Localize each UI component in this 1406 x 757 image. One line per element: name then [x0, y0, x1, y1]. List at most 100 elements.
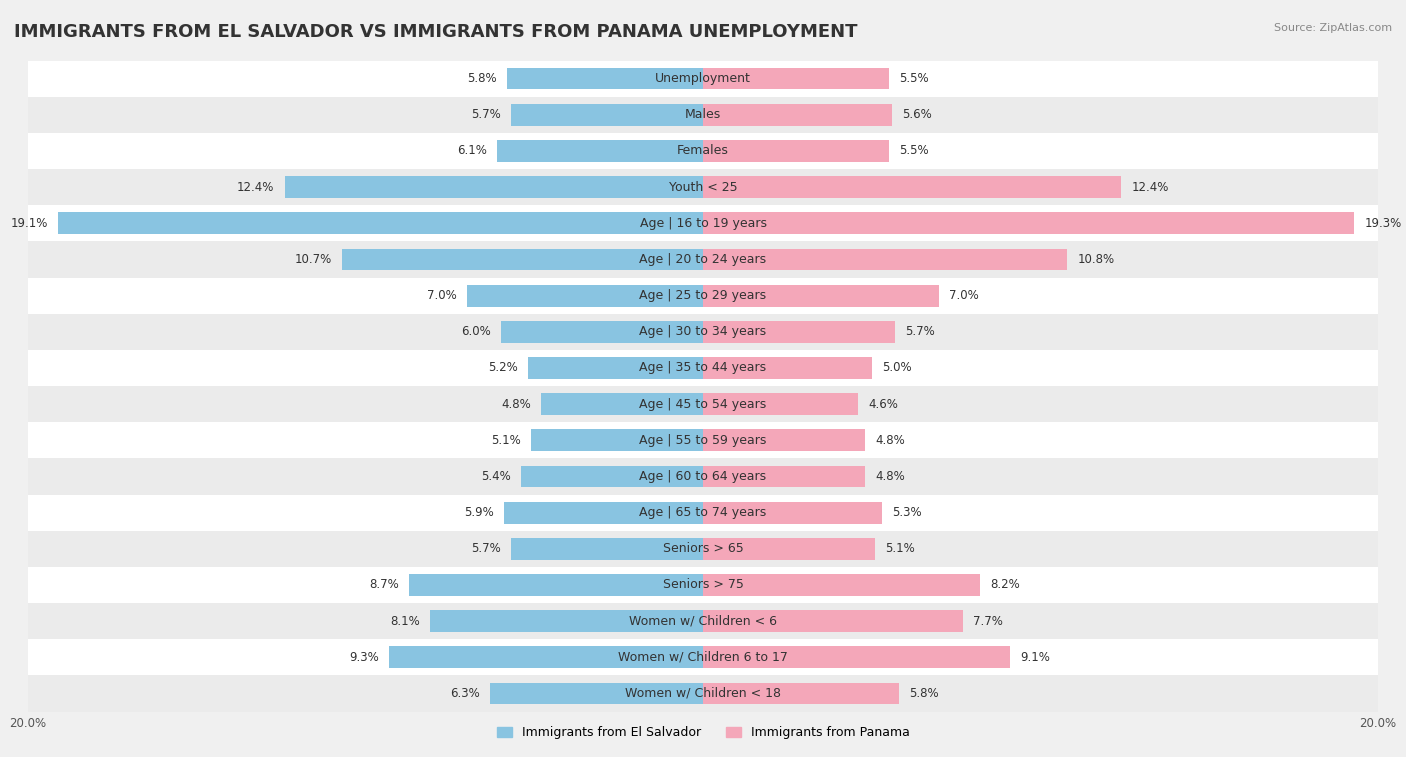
Text: 4.8%: 4.8% [501, 397, 531, 410]
Text: 5.1%: 5.1% [886, 542, 915, 556]
Text: 5.7%: 5.7% [471, 108, 501, 121]
Text: Age | 55 to 59 years: Age | 55 to 59 years [640, 434, 766, 447]
Text: 20.0%: 20.0% [1360, 717, 1396, 730]
Text: 5.8%: 5.8% [908, 687, 938, 700]
Bar [703, 176, 1122, 198]
Text: Seniors > 65: Seniors > 65 [662, 542, 744, 556]
FancyBboxPatch shape [28, 241, 1378, 278]
Bar [703, 502, 882, 524]
FancyBboxPatch shape [28, 205, 1378, 241]
Text: Women w/ Children 6 to 17: Women w/ Children 6 to 17 [619, 651, 787, 664]
Text: Unemployment: Unemployment [655, 72, 751, 85]
Text: 7.7%: 7.7% [973, 615, 1002, 628]
Text: 19.1%: 19.1% [11, 217, 48, 230]
Text: 5.4%: 5.4% [481, 470, 510, 483]
Bar [409, 574, 703, 596]
FancyBboxPatch shape [28, 97, 1378, 133]
Text: IMMIGRANTS FROM EL SALVADOR VS IMMIGRANTS FROM PANAMA UNEMPLOYMENT: IMMIGRANTS FROM EL SALVADOR VS IMMIGRANT… [14, 23, 858, 41]
FancyBboxPatch shape [28, 531, 1378, 567]
Text: Age | 16 to 19 years: Age | 16 to 19 years [640, 217, 766, 230]
Bar [389, 646, 703, 668]
FancyBboxPatch shape [28, 278, 1378, 313]
Text: 10.7%: 10.7% [295, 253, 332, 266]
FancyBboxPatch shape [28, 639, 1378, 675]
Text: 5.7%: 5.7% [905, 326, 935, 338]
Text: 7.0%: 7.0% [427, 289, 457, 302]
Text: 5.8%: 5.8% [468, 72, 498, 85]
Bar [703, 466, 865, 488]
Bar [510, 104, 703, 126]
Text: Age | 30 to 34 years: Age | 30 to 34 years [640, 326, 766, 338]
Text: Women w/ Children < 18: Women w/ Children < 18 [626, 687, 780, 700]
Text: 8.7%: 8.7% [370, 578, 399, 591]
Text: Youth < 25: Youth < 25 [669, 181, 737, 194]
FancyBboxPatch shape [28, 133, 1378, 169]
Bar [284, 176, 703, 198]
Text: 5.5%: 5.5% [898, 145, 928, 157]
FancyBboxPatch shape [28, 169, 1378, 205]
Text: Females: Females [678, 145, 728, 157]
Bar [703, 538, 875, 559]
Text: 5.7%: 5.7% [471, 542, 501, 556]
Bar [703, 610, 963, 632]
Text: Age | 20 to 24 years: Age | 20 to 24 years [640, 253, 766, 266]
Bar [520, 466, 703, 488]
Bar [59, 213, 703, 234]
FancyBboxPatch shape [28, 350, 1378, 386]
Bar [703, 248, 1067, 270]
Bar [703, 285, 939, 307]
Bar [703, 646, 1010, 668]
Bar [501, 321, 703, 343]
Text: 6.3%: 6.3% [450, 687, 481, 700]
Text: 10.8%: 10.8% [1077, 253, 1115, 266]
FancyBboxPatch shape [28, 567, 1378, 603]
Bar [498, 140, 703, 162]
Text: 6.0%: 6.0% [461, 326, 491, 338]
Text: 5.6%: 5.6% [903, 108, 932, 121]
Bar [703, 429, 865, 451]
Bar [430, 610, 703, 632]
Bar [703, 357, 872, 378]
FancyBboxPatch shape [28, 603, 1378, 639]
Bar [703, 394, 858, 415]
Text: 8.2%: 8.2% [990, 578, 1019, 591]
Bar [703, 213, 1354, 234]
Text: Age | 45 to 54 years: Age | 45 to 54 years [640, 397, 766, 410]
Bar [491, 683, 703, 704]
Text: 5.9%: 5.9% [464, 506, 494, 519]
Bar [703, 104, 891, 126]
FancyBboxPatch shape [28, 422, 1378, 459]
Bar [342, 248, 703, 270]
Text: Age | 60 to 64 years: Age | 60 to 64 years [640, 470, 766, 483]
Text: Age | 25 to 29 years: Age | 25 to 29 years [640, 289, 766, 302]
Text: 4.6%: 4.6% [869, 397, 898, 410]
Bar [531, 429, 703, 451]
Text: 12.4%: 12.4% [1132, 181, 1168, 194]
Text: 9.3%: 9.3% [349, 651, 380, 664]
Text: 5.1%: 5.1% [491, 434, 520, 447]
Bar [541, 394, 703, 415]
Text: Age | 35 to 44 years: Age | 35 to 44 years [640, 362, 766, 375]
Text: 5.2%: 5.2% [488, 362, 517, 375]
Text: Source: ZipAtlas.com: Source: ZipAtlas.com [1274, 23, 1392, 33]
Text: Seniors > 75: Seniors > 75 [662, 578, 744, 591]
FancyBboxPatch shape [28, 459, 1378, 494]
Bar [503, 502, 703, 524]
Bar [703, 140, 889, 162]
FancyBboxPatch shape [28, 494, 1378, 531]
Text: 7.0%: 7.0% [949, 289, 979, 302]
Text: Women w/ Children < 6: Women w/ Children < 6 [628, 615, 778, 628]
Text: 19.3%: 19.3% [1364, 217, 1402, 230]
Bar [467, 285, 703, 307]
Text: 5.5%: 5.5% [898, 72, 928, 85]
Bar [527, 357, 703, 378]
Text: 5.3%: 5.3% [891, 506, 921, 519]
Bar [703, 574, 980, 596]
Legend: Immigrants from El Salvador, Immigrants from Panama: Immigrants from El Salvador, Immigrants … [492, 721, 914, 744]
Text: Males: Males [685, 108, 721, 121]
Bar [703, 68, 889, 89]
Text: 9.1%: 9.1% [1021, 651, 1050, 664]
FancyBboxPatch shape [28, 675, 1378, 712]
Text: 4.8%: 4.8% [875, 470, 905, 483]
Bar [703, 321, 896, 343]
